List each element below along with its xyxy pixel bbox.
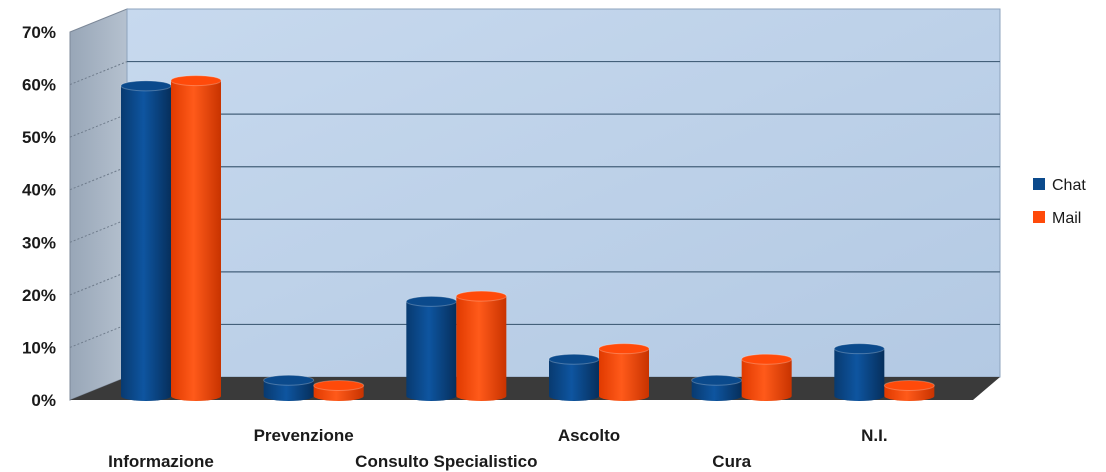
bars xyxy=(120,75,935,402)
category-label: N.I. xyxy=(861,426,887,445)
bar-mail xyxy=(883,379,935,402)
side-wall-full xyxy=(69,8,128,401)
y-axis-ticks: 0% 10% 20% 30% 40% 50% 60% 70% xyxy=(22,23,56,410)
bar-mail xyxy=(741,353,793,402)
bar-chat xyxy=(548,353,600,401)
bar-chat xyxy=(405,295,457,402)
bar-chat xyxy=(263,374,315,402)
gridlines xyxy=(69,60,1000,348)
legend-label-mail: Mail xyxy=(1052,210,1081,227)
category-label: Prevenzione xyxy=(254,426,354,445)
legend-swatch-chat xyxy=(1033,178,1045,190)
y-tick-label: 30% xyxy=(22,233,56,252)
category-label: Ascolto xyxy=(558,426,620,445)
bar-chat xyxy=(833,343,885,402)
y-tick-label: 40% xyxy=(22,181,56,200)
back-wall xyxy=(126,8,1001,378)
category-label: Consulto Specialistico xyxy=(355,452,537,471)
bar-mail xyxy=(313,379,365,402)
y-tick-label: 0% xyxy=(31,391,56,410)
legend: Chat Mail xyxy=(1033,177,1086,227)
y-tick-label: 50% xyxy=(22,128,56,147)
chart-background xyxy=(69,8,1001,401)
y-tick-label: 10% xyxy=(22,338,56,357)
legend-label-chat: Chat xyxy=(1052,177,1086,194)
bar-mail xyxy=(170,75,222,402)
bar-chat xyxy=(691,374,743,402)
bar-mail xyxy=(455,290,507,402)
bar-chat xyxy=(120,80,172,401)
y-tick-label: 70% xyxy=(22,23,56,42)
category-label: Cura xyxy=(712,452,751,471)
y-tick-label: 60% xyxy=(22,76,56,95)
y-tick-label: 20% xyxy=(22,286,56,305)
category-label: Informazione xyxy=(108,452,214,471)
legend-swatch-mail xyxy=(1033,211,1045,223)
bar-mail xyxy=(598,343,650,401)
